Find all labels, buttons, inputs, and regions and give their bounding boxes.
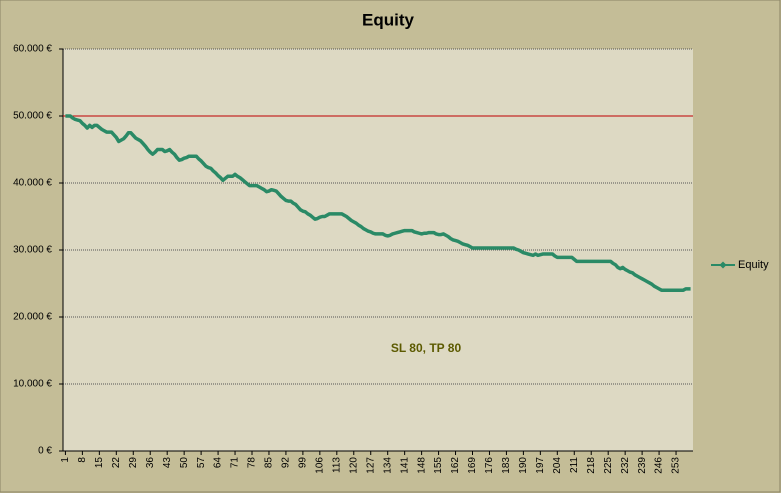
x-tick-label: 225 xyxy=(603,457,614,474)
x-tick-label: 204 xyxy=(552,457,563,474)
x-tick-label: 99 xyxy=(298,457,309,469)
x-tick-label: 64 xyxy=(213,457,224,469)
x-tick-label: 85 xyxy=(264,457,275,469)
x-tick-label: 120 xyxy=(348,457,359,474)
chart-title: Equity xyxy=(362,10,414,29)
x-tick-label: 8 xyxy=(77,457,88,463)
x-tick-label: 106 xyxy=(314,457,325,474)
x-tick-label: 176 xyxy=(484,457,495,474)
x-tick-label: 183 xyxy=(501,457,512,474)
y-tick-label: 50.000 € xyxy=(13,111,52,122)
x-tick-label: 15 xyxy=(94,457,105,469)
x-tick-label: 253 xyxy=(671,457,682,474)
annotation: SL 80, TP 80 xyxy=(391,341,462,355)
x-tick-label: 134 xyxy=(382,457,393,474)
x-tick-label: 239 xyxy=(637,457,648,474)
x-tick-label: 141 xyxy=(399,457,410,474)
x-tick-label: 113 xyxy=(331,457,342,473)
y-tick-label: 40.000 € xyxy=(13,178,52,189)
x-tick-label: 71 xyxy=(230,457,241,469)
x-tick-label: 148 xyxy=(416,457,427,474)
x-tick-label: 57 xyxy=(196,457,207,469)
x-tick-label: 43 xyxy=(162,457,173,469)
x-tick-label: 246 xyxy=(654,457,665,474)
x-tick-label: 127 xyxy=(365,457,376,474)
x-tick-label: 1 xyxy=(60,457,71,463)
equity-line xyxy=(65,114,691,292)
y-tick-label: 10.000 € xyxy=(13,379,52,390)
x-tick-label: 232 xyxy=(620,457,631,474)
x-tick-label: 162 xyxy=(450,457,461,474)
legend-marker xyxy=(719,261,727,269)
x-tick-label: 78 xyxy=(247,457,258,469)
y-tick-label: 60.000 € xyxy=(13,44,52,55)
x-tick-label: 29 xyxy=(128,457,139,469)
legend-label: Equity xyxy=(738,259,769,271)
y-tick-label: 30.000 € xyxy=(13,245,52,256)
x-tick-label: 92 xyxy=(281,457,292,469)
x-tick-label: 169 xyxy=(467,457,478,474)
x-tick-label: 50 xyxy=(179,457,190,469)
x-tick-label: 155 xyxy=(433,457,444,474)
x-tick-label: 190 xyxy=(518,457,529,474)
x-tick-label: 197 xyxy=(535,457,546,474)
x-tick-label: 22 xyxy=(111,457,122,469)
x-tick-label: 218 xyxy=(586,457,597,474)
y-tick-label: 0 € xyxy=(38,446,52,457)
y-tick-label: 20.000 € xyxy=(13,312,52,323)
x-tick-label: 211 xyxy=(569,457,580,473)
x-tick-label: 36 xyxy=(145,457,156,469)
